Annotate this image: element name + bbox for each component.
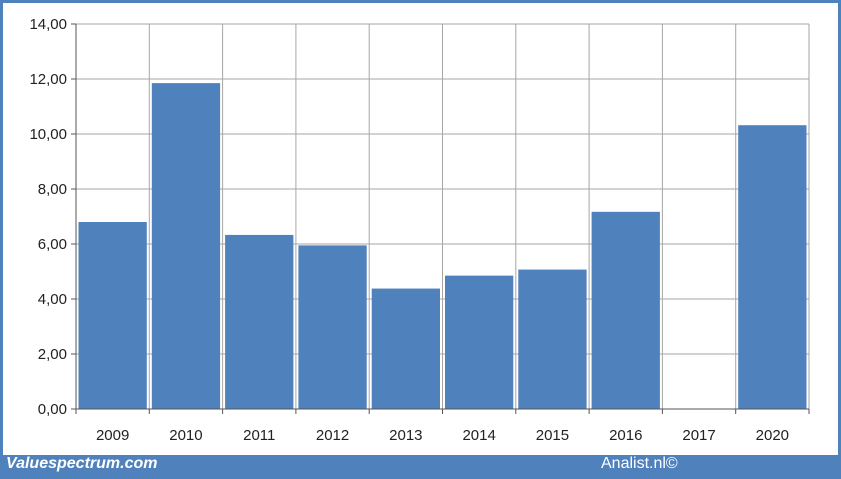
- source-watermark-left: Valuespectrum.com: [6, 455, 158, 472]
- x-tick-label: 2020: [756, 427, 789, 444]
- tick-labels: 0,00 2,00 4,00 6,00 8,00 10,00 12,00 14,00 2009 2…: [29, 16, 789, 444]
- x-tick-label: 2010: [169, 427, 202, 444]
- x-tick-label: 2014: [462, 427, 495, 444]
- y-tick-label: 4,00: [38, 291, 67, 308]
- x-tick-label: 2015: [536, 427, 569, 444]
- bar-2014: [445, 275, 514, 409]
- x-tick-label: 2016: [609, 427, 642, 444]
- bar-2013: [371, 288, 440, 409]
- x-tick-label: 2011: [243, 427, 275, 444]
- y-tick-label: 14,00: [29, 16, 67, 33]
- y-tick-label: 2,00: [38, 346, 67, 363]
- bar-2020: [738, 125, 807, 409]
- bar-2016: [591, 211, 660, 409]
- bar-2009: [78, 222, 147, 409]
- y-tick-label: 0,00: [38, 401, 67, 418]
- y-tick-label: 8,00: [38, 181, 67, 198]
- y-tick-label: 6,00: [38, 236, 67, 253]
- x-tick-label: 2017: [682, 427, 715, 444]
- x-tick-label: 2009: [96, 427, 129, 444]
- bar-2011: [225, 234, 294, 409]
- bar-chart: 0,00 2,00 4,00 6,00 8,00 10,00 12,00 14,00 2009 2…: [29, 16, 810, 444]
- y-tick-label: 10,00: [29, 126, 67, 143]
- bars: [78, 83, 807, 409]
- source-watermark-right: Analist.nl©: [601, 455, 678, 472]
- bar-2010: [151, 83, 221, 409]
- x-tick-label: 2012: [316, 427, 349, 444]
- x-tick-label: 2013: [389, 427, 422, 444]
- bar-2015: [518, 269, 587, 409]
- bar-2012: [298, 245, 367, 409]
- axes: [71, 23, 810, 414]
- y-tick-label: 12,00: [29, 71, 67, 88]
